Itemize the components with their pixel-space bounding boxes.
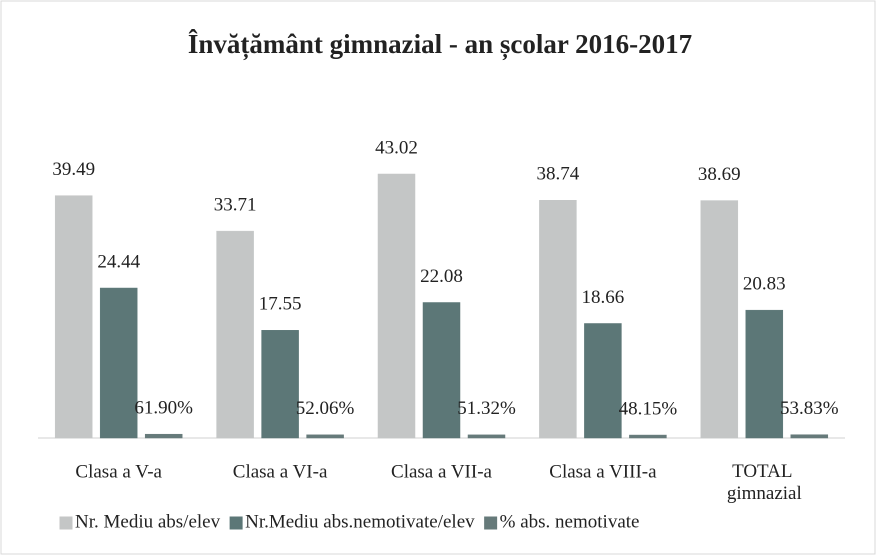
bar [377,173,416,439]
x-tick-label: Clasa a VIII-a [549,461,657,482]
data-label: 38.69 [698,164,741,185]
x-tick-label: Clasa a V-a [75,461,162,482]
bar [629,434,667,439]
bar [700,200,739,439]
bar [306,434,344,439]
data-label: 24.44 [97,251,140,272]
data-label: 17.55 [259,294,302,315]
legend-marker [484,516,498,530]
bar [467,434,506,439]
data-label: 61.90% [134,398,193,419]
bar [790,434,829,439]
x-tick-label: Clasa a VII-a [391,461,493,482]
data-label: 43.02 [375,137,418,158]
data-label: 20.83 [743,274,786,295]
data-label: 51.32% [457,398,516,419]
data-label: 48.15% [619,398,678,419]
data-label: 38.74 [537,164,580,185]
bar [261,330,299,439]
data-label: 53.83% [780,398,839,419]
legend-label: % abs. nemotivate [500,511,640,532]
bar [144,433,183,439]
legend-label: Nr. Mediu abs/elev [75,511,221,532]
legend-marker [59,516,73,530]
bar [216,230,254,439]
x-tick-label: TOTAL gimnazial [727,461,802,504]
data-label: 33.71 [214,194,257,215]
bar [539,200,577,439]
data-label: 52.06% [296,398,355,419]
bar [584,323,622,439]
data-label: 18.66 [582,287,625,308]
legend-marker [229,516,243,530]
data-label: 22.08 [420,266,463,287]
bar [54,195,93,439]
legend-label: Nr.Mediu abs.nemotivate/elev [245,511,475,532]
bar [99,287,138,439]
data-label: 39.49 [52,159,95,180]
bar [422,302,461,439]
bar [745,309,784,439]
x-tick-label: Clasa a VI-a [233,461,328,482]
chart-title: Învățământ gimnazial - an școlar 2016-20… [188,29,692,60]
